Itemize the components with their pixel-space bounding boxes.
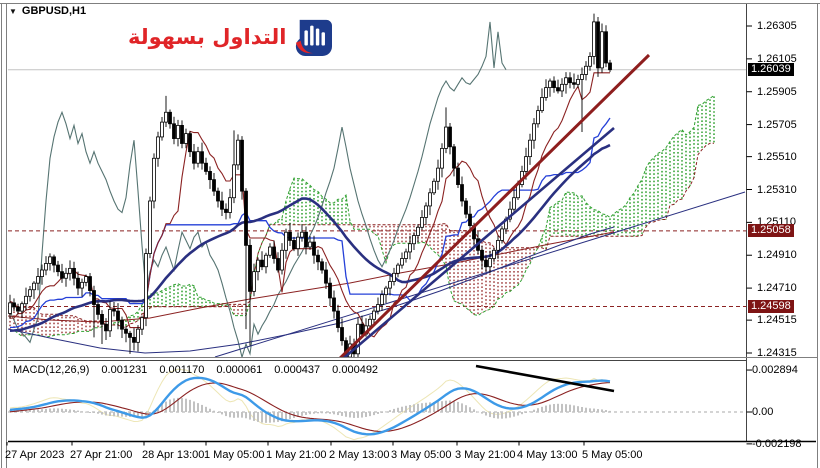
macd-main-line xyxy=(9,376,611,436)
price-axis-label: 1.25705 xyxy=(757,118,797,131)
sma-thick-navy xyxy=(9,143,611,332)
macd-value: 0.000437 xyxy=(274,364,321,376)
price-axis-label: 1.24710 xyxy=(757,282,797,295)
time-axis-label: 3 May 05:00 xyxy=(391,449,452,461)
symbol-bar: ▼ GBPUSD,H1 xyxy=(9,5,86,17)
macd-pane[interactable] xyxy=(8,364,746,441)
price-pane[interactable] xyxy=(8,13,746,368)
time-axis-label: 5 May 05:00 xyxy=(582,449,643,461)
chevron-down-icon[interactable]: ▼ xyxy=(9,6,17,16)
macd-values: 0.001231 0.001170 0.000061 0.000437 0.000492 xyxy=(95,364,384,376)
macd-axis-label: 0.002894 xyxy=(752,364,798,377)
macd-value: 0.000492 xyxy=(332,364,379,376)
slow-ma-maroon xyxy=(8,231,615,323)
price-axis-label: 1.24515 xyxy=(757,314,797,327)
price-axis-label: 1.26105 xyxy=(757,52,797,65)
bullish-trendline-navy[interactable] xyxy=(332,127,615,368)
candlesticks xyxy=(8,13,612,357)
time-axis-label: 27 Apr 21:00 xyxy=(70,449,133,461)
price-axis-label: 1.25905 xyxy=(757,85,797,98)
level-price-tag-1: 1.25058 xyxy=(748,224,794,238)
macd-value: 0.001170 xyxy=(159,364,205,376)
macd-title: MACD(12,26,9) xyxy=(13,364,90,376)
broker-logo-text: التداول بسهولة xyxy=(128,25,287,49)
macd-axis-label: 0.00 xyxy=(752,406,774,418)
support-ray-navy[interactable] xyxy=(214,191,746,357)
macd-value: 0.000061 xyxy=(216,364,263,376)
macd-value: 0.001231 xyxy=(101,364,148,376)
time-axis-label: 2 May 13:00 xyxy=(329,449,390,461)
current-price-tag: 1.26039 xyxy=(748,63,794,77)
slow-ma-navy xyxy=(8,226,615,354)
macd-axis-label: -0.002198 xyxy=(752,437,802,450)
time-axis-label: 27 Apr 2023 xyxy=(5,449,65,461)
macd-indicator-label: MACD(12,26,9) 0.001231 0.001170 0.000061 0.0… xyxy=(13,364,390,376)
time-axis-label: 1 May 05:00 xyxy=(204,449,265,461)
chikou-span-line xyxy=(9,21,507,357)
price-axis-label: 1.25510 xyxy=(757,150,797,163)
macd-signal-line xyxy=(9,381,611,433)
time-axis-label: 28 Apr 13:00 xyxy=(142,449,205,461)
price-axis-label: 1.25310 xyxy=(757,183,797,196)
time-axis-label: 1 May 21:00 xyxy=(266,449,327,461)
macd-divergence-trendline[interactable] xyxy=(475,364,615,393)
broker-logo-icon xyxy=(294,18,333,56)
bullish-trendline-maroon[interactable] xyxy=(330,53,651,368)
broker-logo: التداول بسهولة xyxy=(128,18,333,56)
price-axis-label: 1.26305 xyxy=(757,20,797,32)
time-axis-label: 4 May 13:00 xyxy=(517,449,578,461)
time-axis-label: 3 May 21:00 xyxy=(455,449,516,461)
symbol-timeframe-label: GBPUSD,H1 xyxy=(21,5,87,17)
price-axis-label: 1.24910 xyxy=(757,249,797,262)
level-price-tag-2: 1.24598 xyxy=(748,299,794,313)
price-axis-label: 1.24315 xyxy=(757,347,797,359)
